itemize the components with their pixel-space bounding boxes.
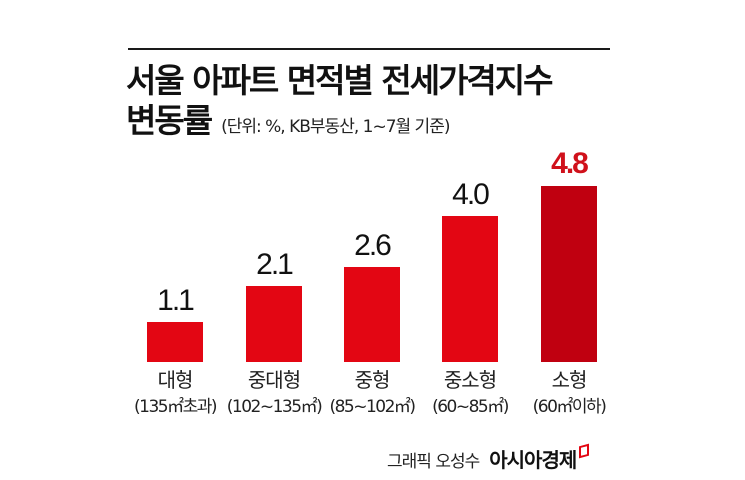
- bar-small: [541, 186, 597, 362]
- value-label: 2.6: [354, 229, 392, 262]
- value-label: 4.0: [452, 178, 490, 211]
- bar-mid-large: [246, 286, 302, 362]
- category-sublabel: (102~135㎡): [226, 397, 323, 417]
- chart-title-line2: 변동률 (단위: %, KB부동산, 1~7월 기준): [126, 94, 450, 142]
- bar-mid-small: [442, 216, 498, 362]
- bar-mid: [344, 267, 400, 362]
- category-label: 중대형: [247, 368, 301, 392]
- value-label-highlight: 4.8: [551, 147, 589, 180]
- category-label: 소형: [551, 368, 588, 392]
- brand-logo-text: 아시아경제: [489, 448, 577, 472]
- chart-title: 서울 아파트 면적별 전세가격지수: [126, 61, 554, 100]
- category-label: 대형: [157, 368, 194, 392]
- credit-line: 그래픽 오성수 아시아경제: [387, 443, 590, 473]
- bar-large: [147, 322, 203, 362]
- category-sublabel: (135㎡초과): [134, 397, 218, 417]
- value-label: 2.1: [256, 248, 294, 281]
- category-sublabel: (60~85㎡): [432, 397, 509, 417]
- category-label: 중소형: [443, 368, 497, 392]
- title-rule: [128, 48, 610, 50]
- unit-note: (단위: %, KB부동산, 1~7월 기준): [221, 117, 450, 137]
- chart-title-continued: 변동률: [126, 101, 213, 140]
- category-label: 중형: [354, 368, 391, 392]
- graphic-credit: 그래픽 오성수: [387, 452, 480, 472]
- value-label: 1.1: [157, 284, 195, 317]
- category-sublabel: (85~102㎡): [329, 397, 416, 417]
- brand-mark-icon: [579, 443, 590, 459]
- category-sublabel: (60㎡이하): [532, 397, 607, 417]
